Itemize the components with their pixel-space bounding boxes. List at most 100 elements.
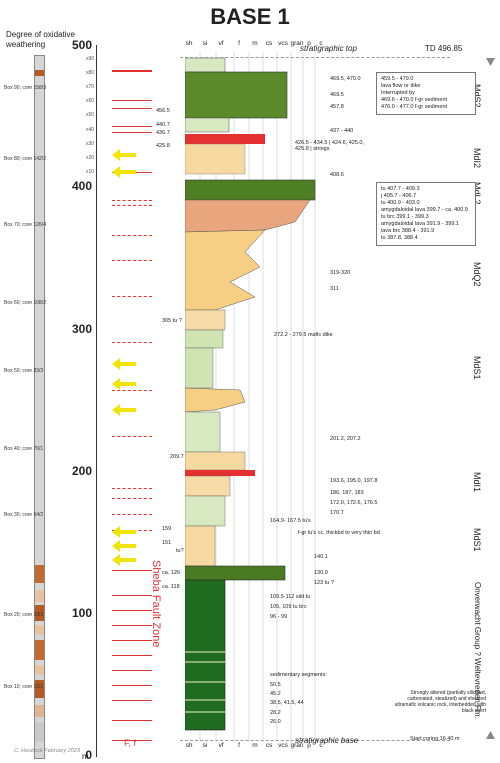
minor-label: x70 — [85, 84, 94, 90]
strat-column — [185, 52, 316, 742]
arrow-icon — [112, 358, 136, 370]
minor-label: x30 — [85, 141, 94, 147]
note-bottom: Strongly altered (partially silicified, … — [394, 690, 486, 714]
grain-header: p — [307, 40, 311, 47]
grain-header: cs — [265, 40, 273, 47]
minor-label: x80 — [85, 70, 94, 76]
left-annotation: 436.7 — [156, 130, 170, 136]
weathering-band — [35, 705, 44, 717]
grain-header: m — [252, 40, 258, 47]
yellow-arrows — [112, 149, 136, 566]
left-annotation: 159 — [162, 526, 172, 532]
strat-base-label: stratigraphic base — [295, 736, 359, 745]
right-annotation: 123 tu ? — [314, 580, 334, 586]
weathering-column — [34, 55, 45, 759]
top-line — [180, 57, 450, 58]
grain-header: cs — [265, 742, 273, 749]
minor-label: x10 — [85, 169, 94, 175]
grain-header: vcs — [278, 742, 288, 749]
left-annotation: 425.8 — [156, 143, 170, 149]
unit-label: MdQ2 — [472, 262, 482, 287]
arrow-icon — [112, 554, 136, 566]
grain-header: si — [202, 40, 208, 47]
weathering-band — [35, 640, 44, 660]
left-annotation: 209.7 — [170, 454, 184, 460]
right-annotation: 319-320 — [330, 270, 351, 276]
right-annotation: 457.8 — [330, 104, 344, 110]
unit-label: MdS1 — [472, 356, 482, 380]
right-annotation: 164.9- 167.5 tu's — [270, 518, 311, 524]
weathering-band — [35, 625, 44, 635]
left-annotation: ca. 126 — [162, 570, 181, 576]
unit-label: MdS1 — [472, 528, 482, 552]
depth-label: 100 — [71, 606, 92, 620]
start-coring-label: Start coring 16.40 m — [410, 736, 460, 742]
right-annotation: 469.5, 470.0 — [330, 76, 361, 82]
arrow-icon — [112, 540, 136, 552]
grain-header: gran — [290, 40, 304, 47]
right-annotation: 170.7 — [330, 510, 344, 516]
right-annotation: 105, 109 tu brc — [270, 604, 307, 610]
right-annotation: 26.0 — [270, 719, 281, 725]
right-annotation: 311 — [330, 286, 339, 292]
grain-header: c — [319, 742, 323, 749]
box-label: Box 10; core 12/1 — [4, 684, 44, 690]
note-lower: tu 407.7 - 409.3 j 405.7 - 406.7 tu 400.9 … — [376, 182, 476, 246]
arrow-icon — [112, 166, 136, 178]
box-label: Box 70; core 126/4 — [4, 222, 46, 228]
left-annotation: tu? — [176, 548, 184, 554]
weathering-band — [35, 565, 44, 583]
grain-header: gran — [290, 742, 304, 749]
right-annotation: 140.1 — [314, 554, 328, 560]
depth-label: 400 — [71, 179, 92, 193]
fault-key: F, f — [124, 738, 137, 748]
depth-label: 300 — [71, 322, 92, 336]
arrow-icon — [112, 378, 136, 390]
arrow-icon — [112, 404, 136, 416]
grain-header: vf — [218, 742, 224, 749]
grain-header: c — [319, 40, 323, 47]
box-label: Box 40; core 70/1 — [4, 446, 44, 452]
fault-zone-label: Sheba Fault Zone — [150, 560, 162, 648]
credit: C. Heubeck February 2023 — [14, 748, 81, 754]
box-label: Box 60; core 108/2 — [4, 300, 46, 306]
depth-axis — [96, 45, 97, 757]
right-annotation: 426.5 - 434.5 | 424.6, 425.0, 425.8 | st… — [295, 140, 365, 152]
grain-header: vcs — [278, 40, 288, 47]
right-annotation: 50.5 — [270, 682, 281, 688]
unit-label: MdI2 — [472, 148, 482, 169]
grain-header: si — [202, 742, 208, 749]
right-annotation: 96 - 99 — [270, 614, 288, 620]
right-annotation: 38.5, 41.5, 44 — [270, 700, 304, 706]
right-annotation: 201.2, 207.2 — [330, 436, 361, 442]
arrow-icon — [112, 149, 136, 161]
weathering-band — [35, 70, 44, 76]
minor-label: x40 — [85, 127, 94, 133]
right-annotation: 172.0, 172.6, 176.5 — [330, 500, 378, 506]
left-annotation: 456.5 — [156, 108, 170, 114]
page-title: BASE 1 — [210, 4, 290, 29]
left-annotation: 440.7 — [156, 122, 170, 128]
box-label: Box 50; core 83/3 — [4, 368, 44, 374]
left-annotation: ca. 118 — [162, 584, 180, 590]
minor-label: x90 — [85, 56, 94, 62]
left-annotation: 151 — [162, 540, 172, 546]
unit-label: Onverwacht Group ? Weltevreden Fm. — [473, 582, 482, 719]
minor-label: x20 — [85, 155, 94, 161]
right-annotation: 408.6 — [330, 172, 344, 178]
weathering-band — [35, 680, 44, 698]
right-annotation: 109.5-112 sild tu — [270, 594, 311, 600]
weathering-band — [35, 665, 44, 675]
minor-label: x50 — [85, 112, 94, 118]
depth-label: 200 — [71, 464, 92, 478]
left-annotation: 305 tu ? — [162, 318, 182, 324]
depth-label: 0 — [85, 748, 92, 762]
right-annotation: 130.9 — [314, 570, 328, 576]
grain-header: m — [252, 742, 258, 749]
right-annotation: 193.6, 195.0, 197.8 — [330, 478, 378, 484]
top-marker-icon — [486, 58, 495, 66]
depth-label: 500 — [71, 38, 92, 52]
box-label: Box 90; core 158/3 — [4, 85, 46, 91]
note-upper: 459.5 - 479.0 lava flow or dike Interrupt… — [376, 72, 476, 115]
right-annotation: f-gr tu's cc, thickbd to very thin bd — [298, 530, 380, 536]
